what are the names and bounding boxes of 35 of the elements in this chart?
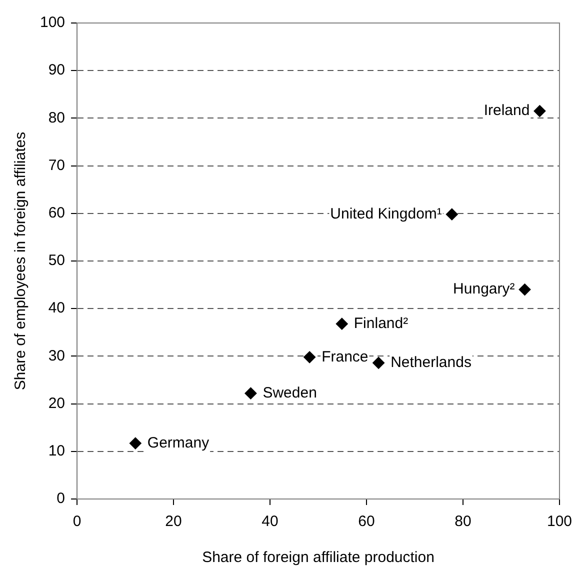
y-tick-label: 90: [48, 62, 66, 79]
annotation: Germany: [147, 434, 210, 452]
point: [534, 105, 546, 118]
point: [446, 208, 458, 220]
y-tick-label: 100: [40, 14, 66, 32]
x-tick-label: 100: [546, 513, 572, 530]
x-tick-label: 80: [454, 513, 472, 530]
y-tick-label: 10: [48, 442, 66, 460]
annotation: France: [322, 348, 368, 366]
annotation: Ireland: [484, 102, 530, 120]
point: [372, 356, 385, 369]
point: [244, 387, 257, 400]
annotation: Hungary²: [453, 280, 515, 298]
y-tick-label: 40: [48, 300, 66, 317]
annotation: United Kingdom¹: [330, 205, 442, 222]
point: [129, 437, 142, 450]
x-tick-label: 0: [72, 513, 82, 530]
y-tick-label: 80: [48, 109, 66, 126]
y-tick-label: 20: [48, 394, 66, 412]
x-tick-label: 40: [262, 513, 278, 530]
y-axis-title: Share of employees in foreign affiliates: [12, 132, 30, 390]
y-tick-label: 70: [48, 156, 66, 174]
annotation: Netherlands: [390, 354, 472, 372]
point: [518, 284, 531, 296]
x-tick-label: 20: [165, 513, 182, 530]
y-tick-label: 60: [48, 204, 66, 222]
y-tick-label: 0: [56, 490, 66, 508]
x-axis-title: Share of foreign affiliate production: [202, 549, 434, 566]
annotation: Finland²: [354, 314, 408, 332]
x-tick-label: 60: [358, 513, 375, 530]
point: [304, 351, 316, 364]
y-tick-label: 50: [48, 252, 66, 270]
point: [336, 318, 348, 330]
annotation: Sweden: [262, 384, 317, 402]
y-tick-label: 30: [48, 347, 66, 364]
